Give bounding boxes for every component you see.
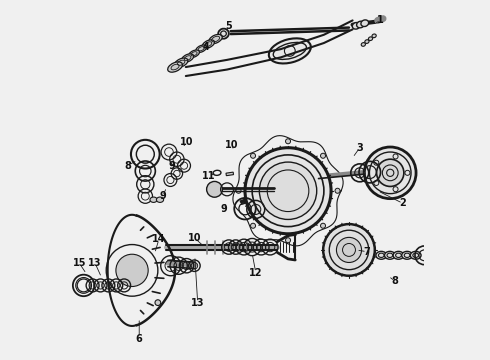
Circle shape <box>259 162 317 220</box>
Circle shape <box>236 188 241 193</box>
Ellipse shape <box>295 183 301 187</box>
Ellipse shape <box>357 21 365 28</box>
Circle shape <box>323 224 375 276</box>
Ellipse shape <box>410 251 421 259</box>
Ellipse shape <box>269 39 311 63</box>
Text: 13: 13 <box>88 258 102 268</box>
Circle shape <box>337 237 362 262</box>
Circle shape <box>365 147 416 199</box>
Ellipse shape <box>182 54 194 62</box>
Ellipse shape <box>385 251 395 259</box>
Text: 9: 9 <box>220 204 227 214</box>
Ellipse shape <box>307 178 313 182</box>
Circle shape <box>250 223 256 228</box>
Text: 7: 7 <box>364 247 370 257</box>
Text: 9: 9 <box>169 161 175 171</box>
Ellipse shape <box>174 58 188 67</box>
Text: 5: 5 <box>225 21 232 31</box>
Ellipse shape <box>150 197 157 202</box>
Ellipse shape <box>372 34 376 38</box>
Ellipse shape <box>168 62 182 72</box>
Text: 15: 15 <box>73 258 86 268</box>
Text: 2: 2 <box>399 198 406 208</box>
Text: 9: 9 <box>159 191 166 201</box>
Text: 14: 14 <box>152 234 166 244</box>
Text: 13: 13 <box>191 298 204 308</box>
Circle shape <box>286 238 291 243</box>
Ellipse shape <box>299 181 305 185</box>
Text: 4: 4 <box>202 42 209 52</box>
Ellipse shape <box>365 40 369 44</box>
Text: 12: 12 <box>249 267 263 278</box>
Text: 10: 10 <box>188 233 201 243</box>
Text: 3: 3 <box>356 143 363 153</box>
Circle shape <box>155 300 161 306</box>
Ellipse shape <box>368 37 372 41</box>
Circle shape <box>320 153 325 158</box>
Text: 10: 10 <box>224 140 238 150</box>
Ellipse shape <box>202 40 215 48</box>
Circle shape <box>320 223 325 228</box>
Text: 8: 8 <box>124 161 131 171</box>
Ellipse shape <box>402 251 413 259</box>
Ellipse shape <box>189 50 199 58</box>
Circle shape <box>250 153 256 158</box>
Ellipse shape <box>361 42 366 46</box>
Ellipse shape <box>393 251 404 259</box>
Circle shape <box>245 148 331 234</box>
Circle shape <box>116 254 148 287</box>
Ellipse shape <box>376 251 387 259</box>
Text: 10: 10 <box>180 138 194 147</box>
Ellipse shape <box>361 20 368 27</box>
Polygon shape <box>226 172 234 176</box>
Circle shape <box>207 181 222 197</box>
Ellipse shape <box>218 29 229 39</box>
Ellipse shape <box>156 197 164 202</box>
Circle shape <box>335 188 340 193</box>
Text: 6: 6 <box>136 333 143 343</box>
Ellipse shape <box>209 34 222 44</box>
Text: 11: 11 <box>202 171 216 181</box>
Circle shape <box>286 139 291 144</box>
Circle shape <box>377 159 404 186</box>
Ellipse shape <box>196 45 207 53</box>
Text: 8: 8 <box>392 276 398 286</box>
Text: 1: 1 <box>377 15 384 26</box>
Ellipse shape <box>352 22 360 29</box>
